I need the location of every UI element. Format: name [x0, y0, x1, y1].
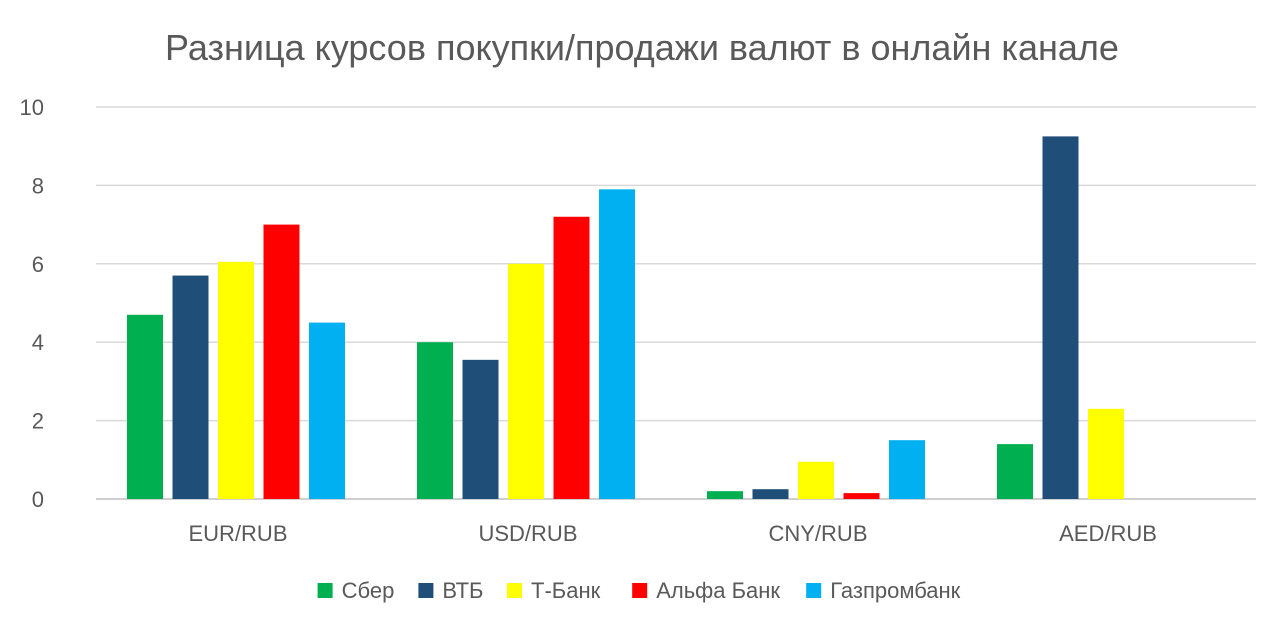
bar — [1088, 408, 1124, 499]
y-tick-label: 6 — [32, 252, 44, 277]
bar — [599, 189, 635, 499]
legend-swatch — [806, 583, 822, 598]
x-category-label: EUR/RUB — [188, 521, 287, 546]
bar — [889, 440, 925, 499]
legend-label: ВТБ — [442, 578, 483, 603]
bar — [1042, 136, 1079, 499]
bar — [218, 261, 254, 499]
bar — [508, 263, 544, 499]
bar — [843, 493, 880, 499]
bar — [172, 275, 209, 499]
y-tick-label: 10 — [20, 95, 44, 120]
x-axis-categories: EUR/RUB USD/RUB CNY/RUB AED/RUB — [188, 521, 1156, 546]
bar — [462, 359, 499, 499]
legend-swatch — [418, 583, 434, 598]
legend-swatch — [507, 583, 522, 598]
bar — [707, 491, 743, 499]
legend: Сбер ВТБ Т-Банк Альфа Банк Газпромбанк — [317, 578, 961, 603]
legend-label: Газпромбанк — [830, 578, 960, 603]
x-category-label: AED/RUB — [1059, 521, 1157, 546]
bars — [127, 136, 1124, 499]
bar — [309, 322, 345, 499]
y-tick-label: 0 — [32, 487, 44, 512]
legend-swatch — [317, 583, 333, 598]
legend-label: Альфа Банк — [656, 578, 780, 603]
chart-title: Разница курсов покупки/продажи валют в о… — [165, 27, 1119, 68]
legend-label: Т-Банк — [531, 578, 601, 603]
y-axis-ticks: 0 2 4 6 8 10 — [20, 95, 44, 512]
bar — [127, 314, 163, 499]
x-category-label: CNY/RUB — [768, 521, 867, 546]
y-tick-label: 4 — [32, 330, 44, 355]
y-tick-label: 8 — [32, 173, 44, 198]
bar — [752, 489, 789, 499]
bar — [417, 342, 453, 499]
x-category-label: USD/RUB — [478, 521, 577, 546]
y-tick-label: 2 — [32, 409, 44, 434]
bar — [798, 461, 834, 499]
bar — [553, 216, 590, 499]
legend-label: Сбер — [342, 578, 395, 603]
bar — [997, 444, 1033, 499]
legend-swatch — [632, 583, 648, 598]
bar — [263, 224, 300, 499]
